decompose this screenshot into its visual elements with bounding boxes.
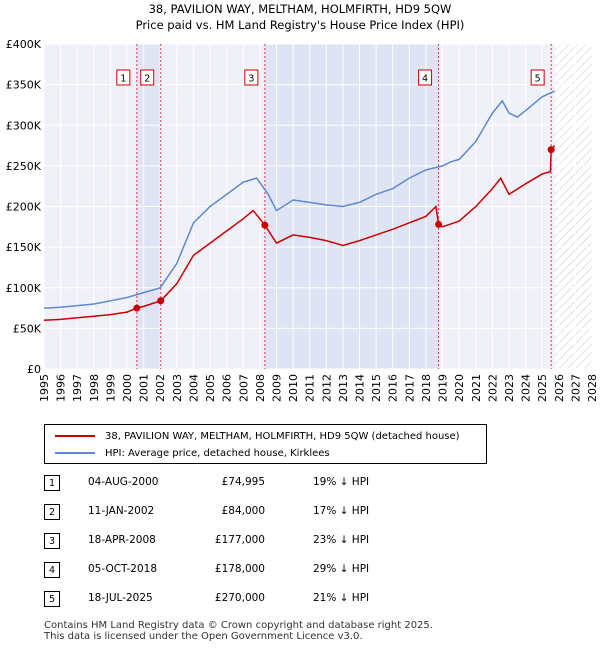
transaction-hpi-diff: 29% ↓ HPI xyxy=(313,563,370,575)
x-tick-label-2003: 2003 xyxy=(171,374,184,402)
x-tick-label-2001: 2001 xyxy=(138,374,151,402)
legend-property-label: 38, PAVILION WAY, MELTHAM, HOLMFIRTH, HD… xyxy=(105,430,460,442)
x-tick-label-2008: 2008 xyxy=(254,374,267,402)
marker-label-2: 2 xyxy=(144,74,150,85)
sale-point-1 xyxy=(133,304,141,312)
x-tick-label-1995: 1995 xyxy=(38,374,51,402)
marker-label-3: 3 xyxy=(248,74,254,85)
x-tick-label-2018: 2018 xyxy=(420,374,433,402)
x-tick-label-2016: 2016 xyxy=(387,374,400,402)
y-tick-label: £250K xyxy=(6,160,42,173)
hpi-series-line xyxy=(43,90,555,309)
marker-box-1 xyxy=(116,69,131,86)
x-tick-label-2028: 2028 xyxy=(586,374,599,402)
marker-box-5 xyxy=(530,69,545,86)
footer-license: This data is licensed under the Open Gov… xyxy=(44,631,363,642)
x-tick-label-2017: 2017 xyxy=(403,374,416,402)
x-tick-label-2000: 2000 xyxy=(121,374,134,402)
transaction-date: 04-AUG-2000 xyxy=(88,476,159,488)
transaction-price: £270,000 xyxy=(214,592,265,604)
legend-hpi-label: HPI: Average price, detached house, Kirk… xyxy=(105,447,330,459)
x-tick-label-2011: 2011 xyxy=(304,374,317,402)
transaction-price: £84,000 xyxy=(221,505,265,517)
footer-copyright: Contains HM Land Registry data © Crown c… xyxy=(44,620,433,631)
marker-label-4: 4 xyxy=(422,74,428,85)
x-tick-label-2006: 2006 xyxy=(221,374,234,402)
legend-item-hpi: HPI: Average price, detached house, Kirk… xyxy=(55,446,330,460)
transaction-hpi-diff: 23% ↓ HPI xyxy=(313,534,370,546)
x-tick-label-2009: 2009 xyxy=(270,374,283,402)
chart-title: 38, PAVILION WAY, MELTHAM, HOLMFIRTH, HD… xyxy=(148,2,452,16)
chart-subtitle: Price paid vs. HM Land Registry's House … xyxy=(135,18,465,32)
transaction-number: 2 xyxy=(44,504,60,520)
x-tick-label-1998: 1998 xyxy=(88,374,101,402)
marker-box-2 xyxy=(140,69,155,86)
x-tick-label-1999: 1999 xyxy=(104,374,117,402)
x-tick-label-2002: 2002 xyxy=(154,374,167,402)
x-tick-label-2013: 2013 xyxy=(337,374,350,402)
transaction-date: 18-JUL-2025 xyxy=(88,592,153,604)
x-tick-label-2020: 2020 xyxy=(453,374,466,402)
x-tick-label-2010: 2010 xyxy=(287,374,300,402)
legend-hpi-swatch xyxy=(55,452,95,454)
marker-label-5: 5 xyxy=(535,74,541,85)
x-tick-label-1997: 1997 xyxy=(71,374,84,402)
y-tick-label: £400K xyxy=(6,38,42,51)
sale-point-5 xyxy=(547,146,555,154)
x-tick-label-2005: 2005 xyxy=(204,374,217,402)
transaction-date: 18-APR-2008 xyxy=(88,534,156,546)
transaction-number: 5 xyxy=(44,591,60,607)
y-tick-label: £50K xyxy=(13,322,42,335)
transaction-price: £177,000 xyxy=(214,534,265,546)
transaction-number: 1 xyxy=(44,475,60,491)
y-tick-label: £300K xyxy=(6,119,42,132)
marker-box-3 xyxy=(244,69,259,86)
sale-point-3 xyxy=(261,221,269,229)
price-chart: 1 2 3 4 5 £0 £50K £100K £150K £200K £250K £300K £350… xyxy=(6,38,599,402)
x-tick-label-2027: 2027 xyxy=(569,374,582,402)
x-tick-label-2015: 2015 xyxy=(370,374,383,402)
legend: 38, PAVILION WAY, MELTHAM, HOLMFIRTH, HD… xyxy=(44,424,487,464)
transaction-hpi-diff: 17% ↓ HPI xyxy=(313,505,370,517)
x-tick-label-2014: 2014 xyxy=(354,374,367,402)
transaction-number: 4 xyxy=(44,562,60,578)
x-tick-label-2004: 2004 xyxy=(187,374,200,402)
sale-point-4 xyxy=(435,220,443,228)
x-tick-label-2024: 2024 xyxy=(520,374,533,402)
x-tick-label-2019: 2019 xyxy=(437,374,450,402)
x-tick-label-2012: 2012 xyxy=(320,374,333,402)
marker-label-1: 1 xyxy=(120,74,126,85)
x-tick-label-2021: 2021 xyxy=(470,374,483,402)
y-tick-label: £350K xyxy=(6,79,42,92)
marker-box-4 xyxy=(418,69,433,86)
transaction-number: 3 xyxy=(44,533,60,549)
transaction-hpi-diff: 21% ↓ HPI xyxy=(313,592,370,604)
x-tick-label-2022: 2022 xyxy=(486,374,499,402)
x-tick-label-2007: 2007 xyxy=(237,374,250,402)
y-tick-label: £100K xyxy=(6,282,42,295)
x-tick-label-2026: 2026 xyxy=(553,374,566,402)
transaction-price: £74,995 xyxy=(221,476,265,488)
transaction-date: 11-JAN-2002 xyxy=(88,505,155,517)
y-tick-label: £0 xyxy=(27,363,41,376)
x-tick-label-2025: 2025 xyxy=(536,374,549,402)
sale-point-2 xyxy=(157,297,165,305)
legend-item-property: 38, PAVILION WAY, MELTHAM, HOLMFIRTH, HD… xyxy=(55,429,460,443)
transaction-price: £178,000 xyxy=(214,563,265,575)
y-tick-label: £150K xyxy=(6,241,42,254)
legend-property-swatch xyxy=(55,435,95,437)
transaction-hpi-diff: 19% ↓ HPI xyxy=(313,476,370,488)
transaction-date: 05-OCT-2018 xyxy=(88,563,157,575)
y-tick-label: £200K xyxy=(6,201,42,214)
x-tick-label-2023: 2023 xyxy=(503,374,516,402)
x-tick-label-1996: 1996 xyxy=(55,374,68,402)
